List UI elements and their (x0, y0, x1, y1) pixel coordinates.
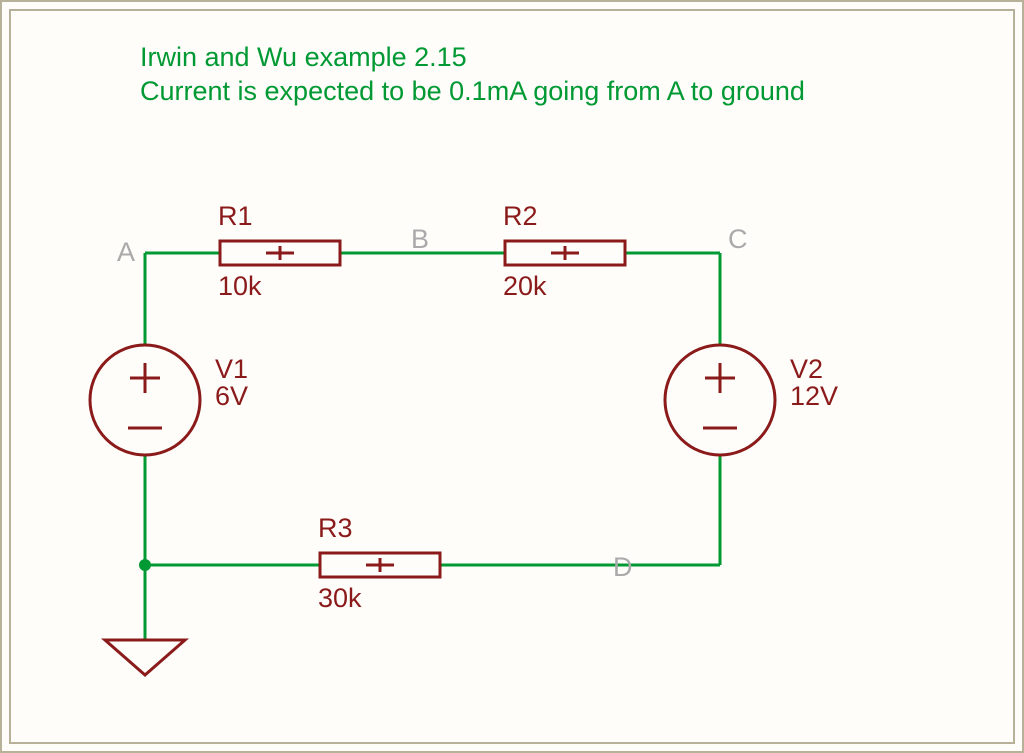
inner-frame (10, 10, 1014, 743)
node-label-d: D (613, 552, 633, 582)
node-label-c: C (728, 224, 748, 254)
v2-name: V2 (790, 354, 823, 384)
node-label-b: B (411, 224, 429, 254)
r3-name: R3 (318, 513, 353, 543)
v1-name: V1 (215, 354, 248, 384)
circuit-schematic: Irwin and Wu example 2.15 Current is exp… (0, 0, 1024, 753)
r1-value: 10k (218, 271, 262, 301)
title-line-1: Irwin and Wu example 2.15 (140, 42, 467, 72)
v2-value: 12V (790, 381, 838, 411)
r2-name: R2 (503, 201, 538, 231)
resistor-r1: R1 10k (218, 201, 340, 301)
r1-name: R1 (218, 201, 253, 231)
resistor-r2: R2 20k (503, 201, 625, 301)
title-line-2: Current is expected to be 0.1mA going fr… (140, 76, 805, 106)
r3-value: 30k (318, 583, 362, 613)
resistor-r3: R3 30k (318, 513, 440, 613)
v1-value: 6V (215, 381, 248, 411)
wires (145, 253, 720, 640)
vsource-v1: V1 6V (90, 345, 248, 455)
vsource-v2: V2 12V (665, 345, 838, 455)
ground-symbol (105, 640, 185, 675)
r2-value: 20k (503, 271, 547, 301)
junction-gnd (139, 559, 151, 571)
node-label-a: A (117, 237, 135, 267)
